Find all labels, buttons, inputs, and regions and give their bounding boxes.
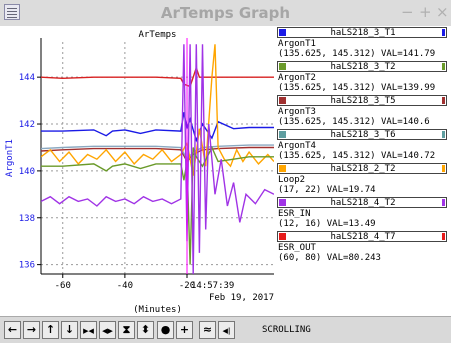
x-axis-label: (Minutes) <box>133 305 182 315</box>
legend-channel-name: haLS218_3_T5 <box>330 96 396 106</box>
legend-series-label: ESR_IN <box>278 209 311 219</box>
legend-series-label: ArgonT2 <box>278 73 316 83</box>
legend-channel-name: haLS218_4_T2 <box>330 198 396 208</box>
date-label: Feb 19, 2017 <box>209 293 274 303</box>
legend-box-5[interactable]: haLS218_2_T2 <box>277 163 447 174</box>
chart-title: ArTemps <box>139 30 177 40</box>
series-line-esr-in <box>41 145 274 265</box>
close-button[interactable]: × <box>436 3 449 21</box>
x-tick-label: -20 <box>179 281 195 291</box>
plot-area[interactable]: 136 138 140 142 144 -60 -40 -20 ArTemps 14:57:39 F… <box>0 26 276 316</box>
maximize-button[interactable]: + <box>419 3 432 21</box>
legend-series-value: (60, 80) VAL=80.243 <box>278 253 381 263</box>
series-line-argont4 <box>41 144 274 161</box>
scroll-status-label: SCROLLING <box>262 325 311 335</box>
legend-series-value: (17, 22) VAL=19.74 <box>278 185 376 195</box>
legend-color-swatch <box>279 97 286 104</box>
legend-series-value: (135.625, 145.312) VAL=141.79 <box>278 49 436 59</box>
legend-color-swatch <box>279 131 286 138</box>
series-line-argont2 <box>41 112 274 143</box>
scroll-right-button[interactable]: → <box>23 321 40 339</box>
y-tick-label: 142 <box>19 120 35 130</box>
scrolling-toggle-button[interactable]: ◀| <box>218 321 235 339</box>
legend-channel-name: haLS218_3_T1 <box>330 28 396 38</box>
legend-box-2[interactable]: haLS218_3_T2 <box>277 61 447 72</box>
legend-color-swatch <box>279 199 286 206</box>
zoom-in-x-button[interactable]: ▶◀ <box>80 321 97 339</box>
legend-channel-name: haLS218_3_T2 <box>330 62 396 72</box>
series-line-argont1 <box>41 65 274 88</box>
legend-series-label: ArgonT1 <box>278 39 316 49</box>
legend-color-swatch <box>442 165 445 172</box>
app-menu-icon[interactable] <box>4 4 20 20</box>
arrow-down-icon: ↓ <box>64 323 75 336</box>
scroll-down-button[interactable]: ↓ <box>61 321 78 339</box>
toolbar: SCROLLING ← → ↑ ↓ ▶◀ ◀▶ ⧗ ⬍ ● + ≈ ◀| <box>0 316 451 343</box>
legend-series-value: (135.625, 145.312) VAL=139.99 <box>278 83 436 93</box>
legend-panel: haLS218_3_T1 ArgonT1 (135.625, 145.312) VA… <box>276 26 451 316</box>
legend-color-swatch <box>442 97 445 104</box>
legend-box-6[interactable]: haLS218_4_T2 <box>277 197 447 208</box>
scroll-left-button[interactable]: ← <box>4 321 21 339</box>
arrow-up-icon: ↑ <box>45 323 56 336</box>
window-title: ArTemps Graph <box>160 4 291 22</box>
legend-color-swatch <box>279 233 286 240</box>
arrow-right-icon: → <box>26 323 37 336</box>
legend-color-swatch <box>442 199 445 206</box>
wave-icon: ≈ <box>202 323 213 336</box>
arrow-left-icon: ← <box>7 323 18 336</box>
legend-channel-name: haLS218_2_T2 <box>330 164 396 174</box>
zoom-in-y-button[interactable]: ⧗ <box>118 321 135 339</box>
x-tick-label: -60 <box>55 281 71 291</box>
legend-color-swatch <box>279 165 286 172</box>
y-tick-label: 136 <box>19 261 35 271</box>
autoscale-button[interactable]: ● <box>157 321 174 339</box>
compress-horizontal-icon: ▶◀ <box>83 327 94 335</box>
series-line-argont3 <box>41 146 274 163</box>
legend-color-swatch <box>279 63 286 70</box>
compress-vertical-icon: ⧗ <box>122 323 131 336</box>
legend-series-label: ArgonT3 <box>278 107 316 117</box>
legend-box-4[interactable]: haLS218_3_T6 <box>277 129 447 140</box>
legend-color-swatch <box>442 29 445 36</box>
time-label: 14:57:39 <box>191 281 234 291</box>
line-chart[interactable]: 136 138 140 142 144 -60 -40 -20 ArTemps 14:57:39 F… <box>0 26 276 316</box>
legend-color-swatch <box>442 233 445 240</box>
legend-series-value: (135.625, 145.312) VAL=140.72 <box>278 151 436 161</box>
scroll-up-button[interactable]: ↑ <box>42 321 59 339</box>
legend-box-7[interactable]: haLS218_4_T7 <box>277 231 447 242</box>
legend-channel-name: haLS218_4_T7 <box>330 232 396 242</box>
scroll-to-end-icon: ◀| <box>222 327 231 335</box>
zoom-out-y-button[interactable]: ⬍ <box>137 321 154 339</box>
legend-series-label: ESR_OUT <box>278 243 316 253</box>
zoom-out-x-button[interactable]: ◀▶ <box>99 321 116 339</box>
circle-icon: ● <box>160 323 171 336</box>
minimize-button[interactable]: − <box>401 3 414 21</box>
legend-series-value: (12, 16) VAL=13.49 <box>278 219 376 229</box>
series-line-loop2 <box>41 44 274 176</box>
y-tick-label: 140 <box>19 167 35 177</box>
expand-vertical-icon: ⬍ <box>140 323 151 336</box>
legend-series-label: ArgonT4 <box>278 141 316 151</box>
legend-color-swatch <box>442 131 445 138</box>
title-bar: ArTemps Graph − + × <box>0 0 451 27</box>
expand-horizontal-icon: ◀▶ <box>102 327 113 335</box>
plus-icon: + <box>179 323 190 336</box>
legend-series-label: Loop2 <box>278 175 306 185</box>
legend-color-swatch <box>442 63 445 70</box>
legend-box-1[interactable]: haLS218_3_T1 <box>277 27 447 38</box>
trace-style-button[interactable]: ≈ <box>199 321 216 339</box>
y-axis-label: ArgonT1 <box>5 139 15 177</box>
legend-color-swatch <box>279 29 286 36</box>
legend-series-value: (135.625, 145.312) VAL=140.6 <box>278 117 430 127</box>
y-tick-label: 144 <box>19 73 35 83</box>
x-tick-label: -40 <box>117 281 133 291</box>
add-button[interactable]: + <box>176 321 193 339</box>
legend-channel-name: haLS218_3_T6 <box>330 130 396 140</box>
series-line-esr-out <box>41 44 274 274</box>
legend-box-3[interactable]: haLS218_3_T5 <box>277 95 447 106</box>
y-tick-label: 138 <box>19 214 35 224</box>
